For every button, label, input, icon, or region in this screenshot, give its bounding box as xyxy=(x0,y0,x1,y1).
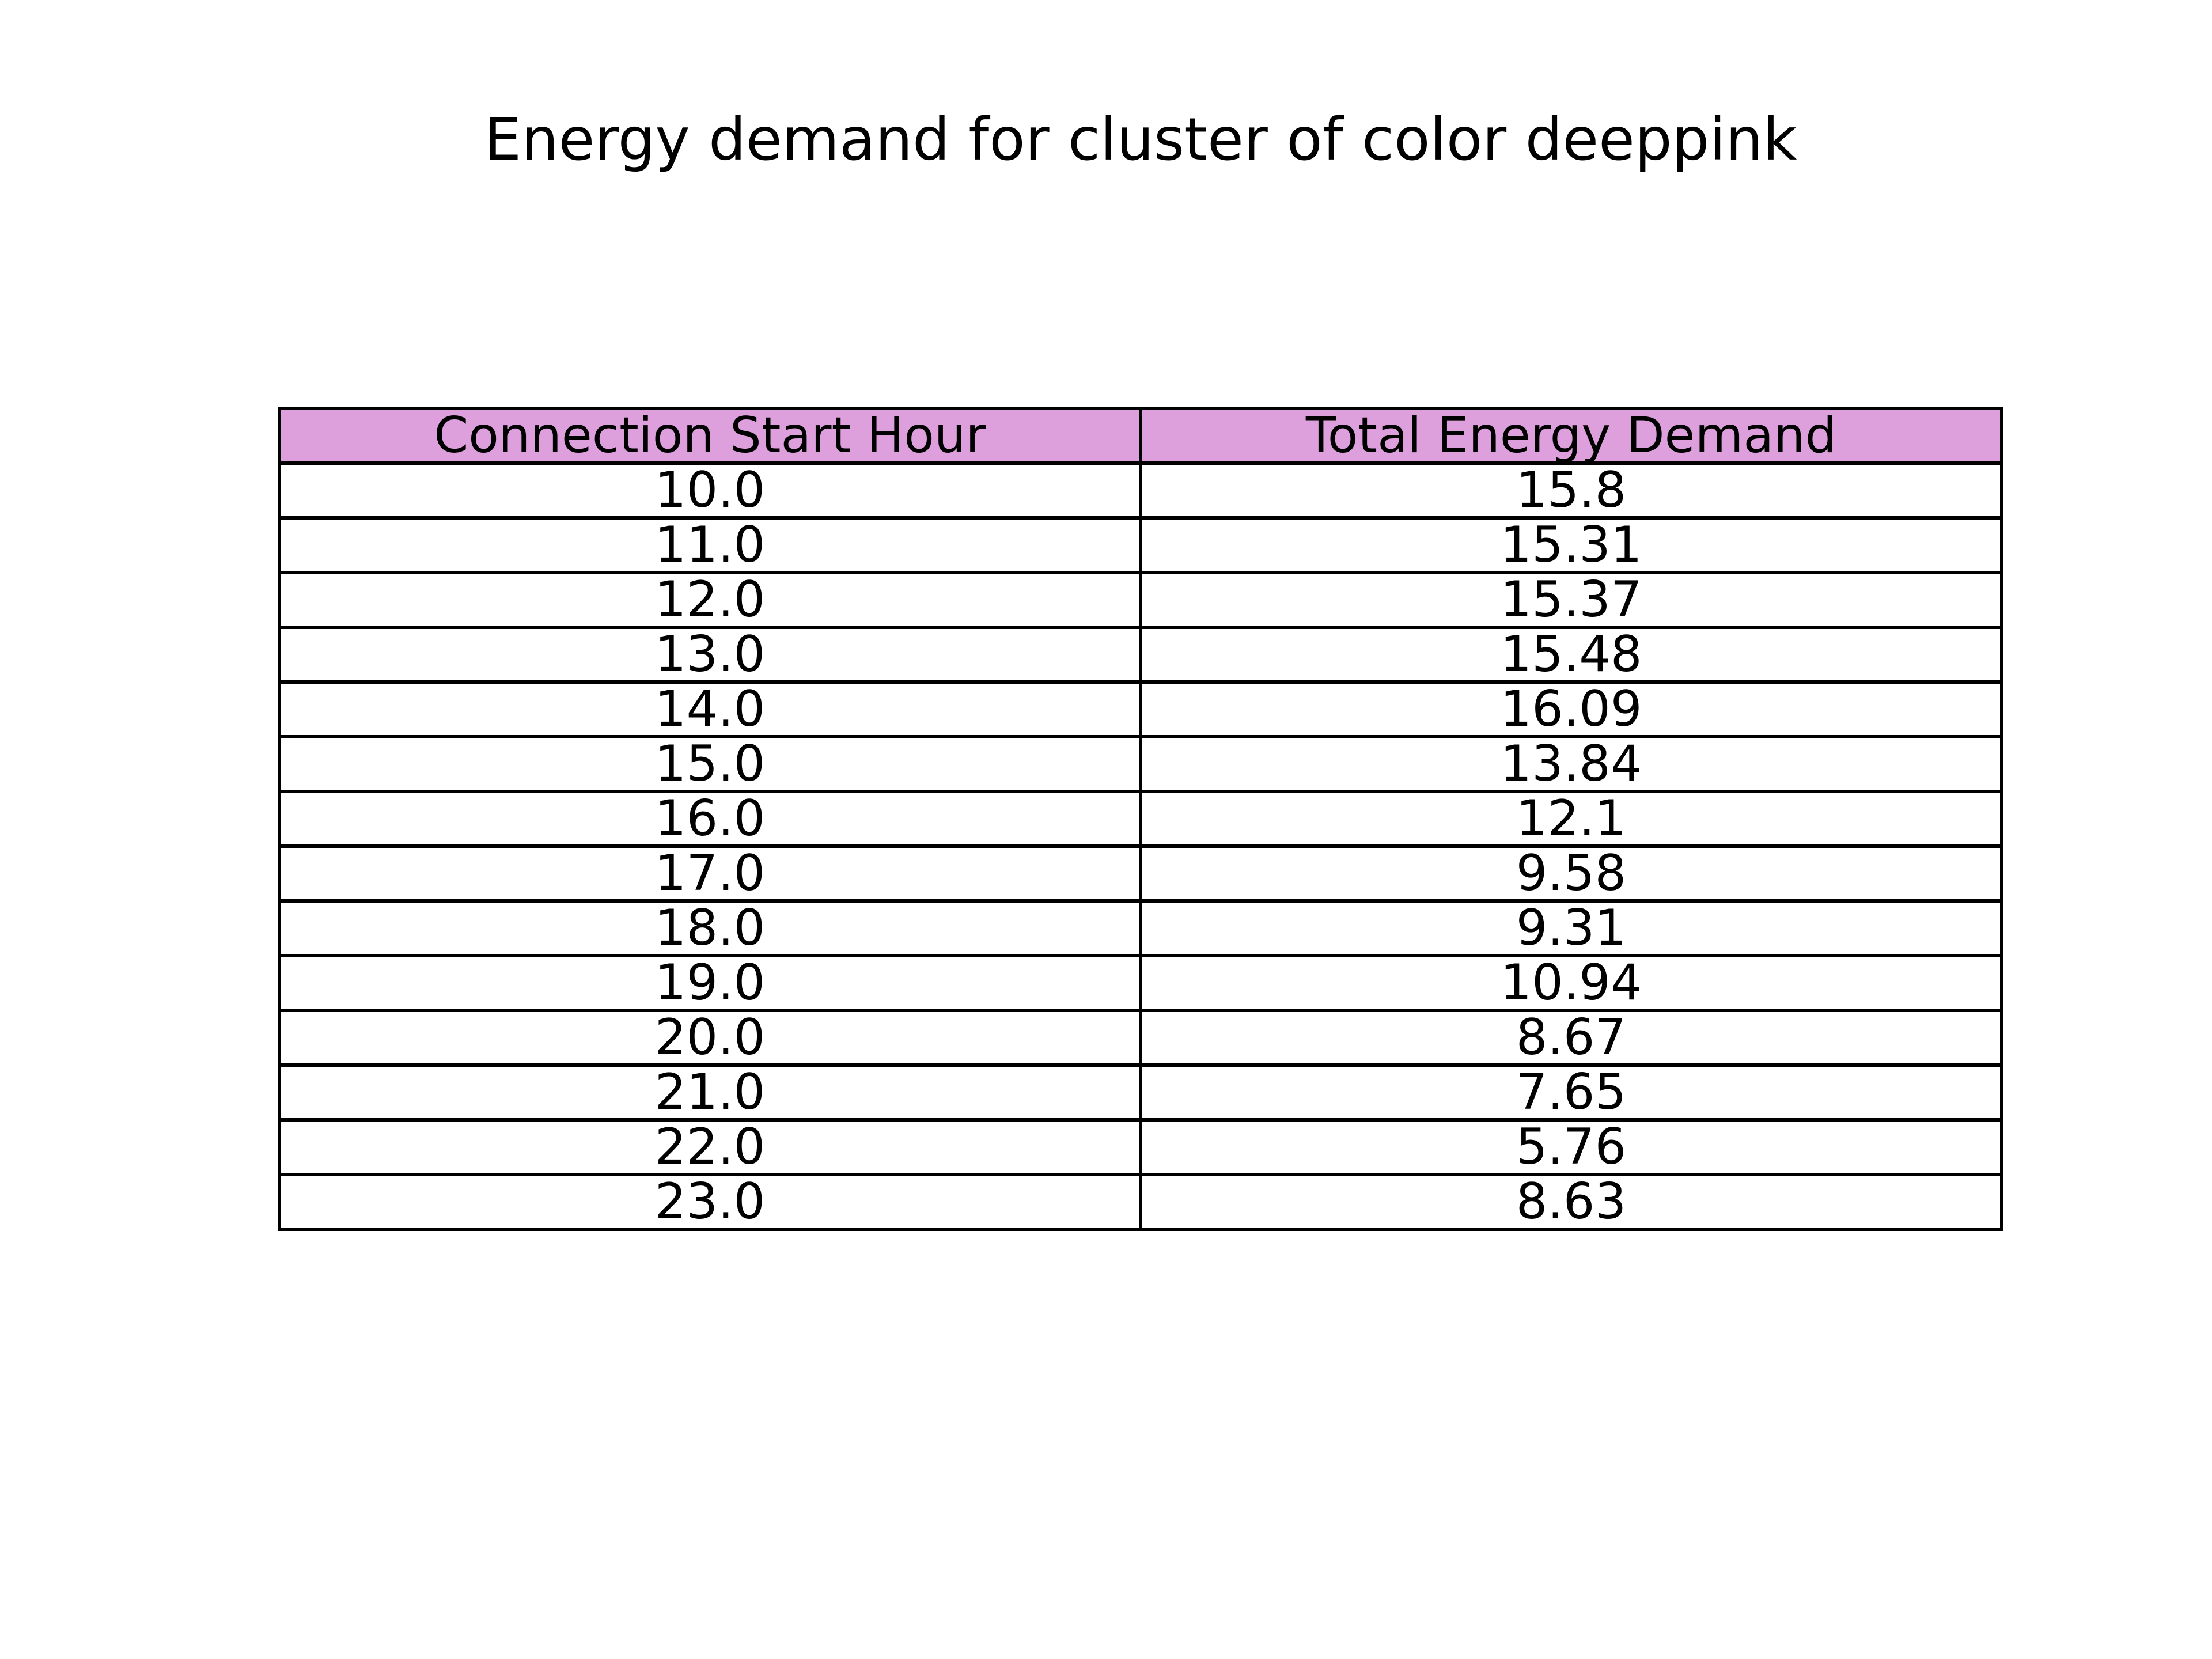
table-row: 18.0 9.31 xyxy=(278,899,2003,957)
cell-total-energy-demand: 10.94 xyxy=(1139,954,2003,1012)
cell-total-energy-demand: 5.76 xyxy=(1139,1118,2003,1176)
chart-title: Energy demand for cluster of color deepp… xyxy=(484,105,1797,174)
cell-connection-start-hour: 15.0 xyxy=(278,735,1142,793)
cell-connection-start-hour: 21.0 xyxy=(278,1063,1142,1122)
cell-connection-start-hour: 23.0 xyxy=(278,1173,1142,1231)
cell-total-energy-demand: 15.48 xyxy=(1139,626,2003,684)
table-row: 16.0 12.1 xyxy=(278,790,2003,848)
cell-connection-start-hour: 19.0 xyxy=(278,954,1142,1012)
table-row: 22.0 5.76 xyxy=(278,1118,2003,1176)
cell-connection-start-hour: 16.0 xyxy=(278,790,1142,848)
cell-connection-start-hour: 22.0 xyxy=(278,1118,1142,1176)
data-table: Connection Start Hour Total Energy Deman… xyxy=(278,407,2003,1231)
cell-total-energy-demand: 12.1 xyxy=(1139,790,2003,848)
column-header-connection-start-hour: Connection Start Hour xyxy=(278,407,1142,465)
cell-connection-start-hour: 11.0 xyxy=(278,516,1142,574)
cell-total-energy-demand: 15.37 xyxy=(1139,571,2003,629)
cell-connection-start-hour: 17.0 xyxy=(278,844,1142,903)
table-row: 10.0 15.8 xyxy=(278,461,2003,520)
table-row: 11.0 15.31 xyxy=(278,516,2003,574)
table-row: 17.0 9.58 xyxy=(278,844,2003,903)
cell-connection-start-hour: 14.0 xyxy=(278,680,1142,738)
cell-total-energy-demand: 7.65 xyxy=(1139,1063,2003,1122)
cell-connection-start-hour: 20.0 xyxy=(278,1009,1142,1067)
table-row: 13.0 15.48 xyxy=(278,626,2003,684)
cell-total-energy-demand: 9.31 xyxy=(1139,899,2003,957)
cell-connection-start-hour: 12.0 xyxy=(278,571,1142,629)
table-header: Connection Start Hour Total Energy Deman… xyxy=(278,407,2003,465)
table-row: 20.0 8.67 xyxy=(278,1009,2003,1067)
table-row: 23.0 8.63 xyxy=(278,1173,2003,1231)
cell-connection-start-hour: 10.0 xyxy=(278,461,1142,520)
cell-total-energy-demand: 15.31 xyxy=(1139,516,2003,574)
data-table-container: Connection Start Hour Total Energy Deman… xyxy=(278,407,2003,1231)
table-row: 21.0 7.65 xyxy=(278,1063,2003,1122)
table-body: 10.0 15.8 11.0 15.31 12.0 15.37 13.0 15.48 14.0 1… xyxy=(278,461,2003,1231)
header-row: Connection Start Hour Total Energy Deman… xyxy=(278,407,2003,465)
cell-connection-start-hour: 13.0 xyxy=(278,626,1142,684)
table-row: 12.0 15.37 xyxy=(278,571,2003,629)
cell-connection-start-hour: 18.0 xyxy=(278,899,1142,957)
column-header-total-energy-demand: Total Energy Demand xyxy=(1139,407,2003,465)
cell-total-energy-demand: 13.84 xyxy=(1139,735,2003,793)
cell-total-energy-demand: 9.58 xyxy=(1139,844,2003,903)
cell-total-energy-demand: 8.67 xyxy=(1139,1009,2003,1067)
table-row: 15.0 13.84 xyxy=(278,735,2003,793)
cell-total-energy-demand: 16.09 xyxy=(1139,680,2003,738)
table-row: 14.0 16.09 xyxy=(278,680,2003,738)
cell-total-energy-demand: 15.8 xyxy=(1139,461,2003,520)
table-row: 19.0 10.94 xyxy=(278,954,2003,1012)
cell-total-energy-demand: 8.63 xyxy=(1139,1173,2003,1231)
